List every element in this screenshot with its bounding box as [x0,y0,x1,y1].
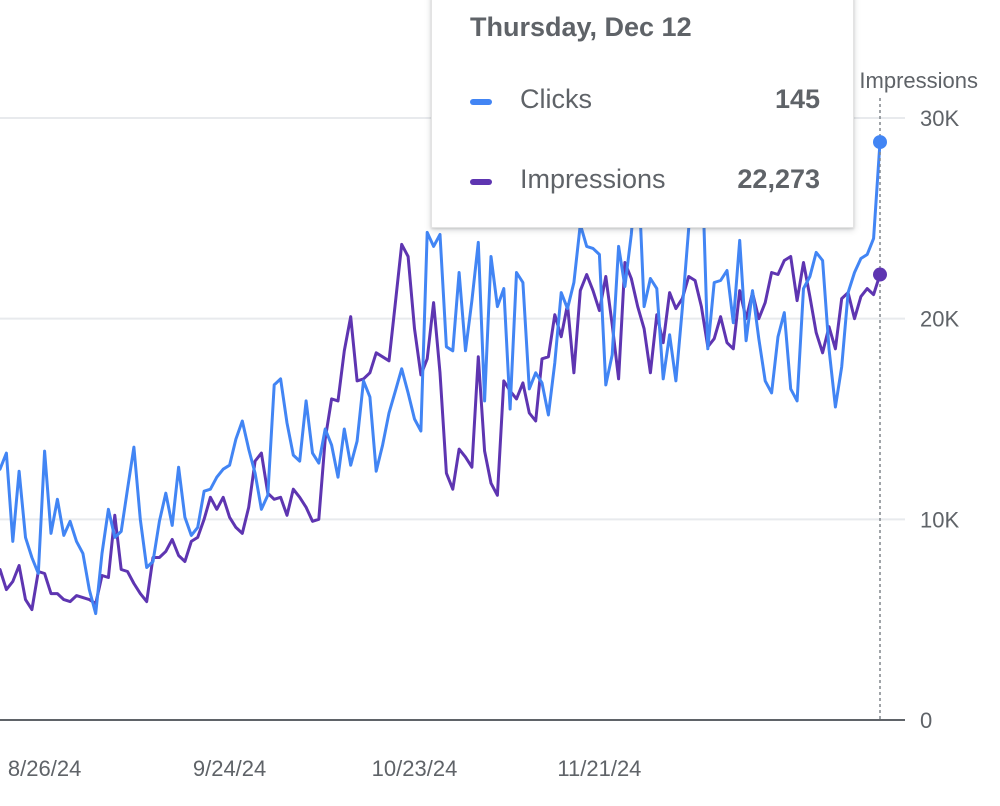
hover-indicator [873,98,887,720]
hover-tooltip: Thursday, Dec 12 Clicks 145 Impressions … [431,0,854,228]
x-tick-label: 11/21/24 [557,756,641,781]
y-tick-label: 20K [920,307,959,332]
clicks-legend-swatch [470,99,492,105]
y-tick-label: 10K [920,507,959,532]
hover-point-impressions [873,267,887,282]
tooltip-label-clicks: Clicks [520,84,592,114]
y-tick-label: 30K [920,106,959,131]
x-tick-label: 10/23/24 [372,756,458,781]
x-axis-ticks: 8/26/24 9/24/24 10/23/24 11/21/24 [8,756,641,781]
x-tick-label: 9/24/24 [193,756,266,781]
tooltip-label-impressions: Impressions [520,164,666,194]
series-lines [0,140,882,616]
tooltip-value-impressions: 22,273 [737,164,820,194]
hover-point-clicks [873,135,887,150]
tooltip-date: Thursday, Dec 12 [470,12,692,42]
impressions-legend-swatch [470,179,492,185]
tooltip-value-clicks: 145 [774,84,820,114]
series-line-impressions [0,242,882,612]
right-axis-title: Impressions [859,68,978,93]
y-tick-label: 0 [920,708,932,733]
x-tick-label: 8/26/24 [8,756,81,781]
tooltip-row-impressions: Impressions 22,273 [470,164,820,204]
series-line-clicks [0,140,882,616]
tooltip-row-clicks: Clicks 145 [470,84,820,124]
y-axis-ticks: 0 10K 20K 30K [920,106,959,733]
